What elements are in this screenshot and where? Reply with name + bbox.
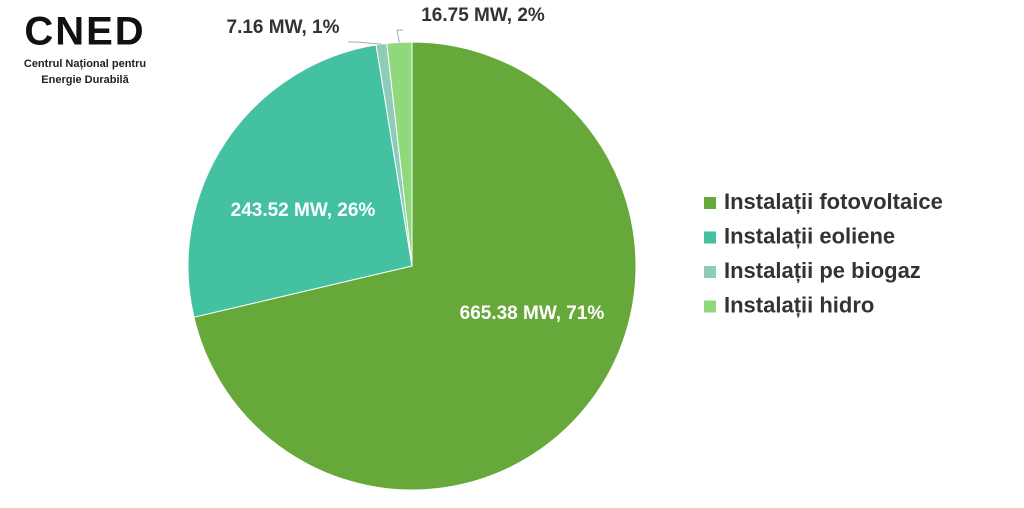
legend-swatch <box>704 266 716 278</box>
legend-swatch <box>704 300 716 313</box>
legend-swatch <box>704 197 716 209</box>
data-label: 665.38 MW, 71% <box>460 303 605 324</box>
logo-line: Energie Durabilă <box>41 74 129 86</box>
pie-slice <box>193 41 637 491</box>
logo: CNED Centrul Național pentru Energie Dur… <box>24 10 146 86</box>
data-label: 7.16 MW, 1% <box>227 17 340 38</box>
leader-line <box>396 29 403 43</box>
logo-mark: CNED <box>24 10 145 54</box>
data-label: 16.75 MW, 2% <box>421 5 545 26</box>
legend-swatch <box>704 231 716 244</box>
leader-line <box>348 41 382 45</box>
legend-label: Instalații pe biogaz <box>724 258 921 283</box>
legend-label: Instalații eoliene <box>724 223 895 248</box>
data-label: 243.52 MW, 26% <box>231 200 376 221</box>
pie-slice <box>187 44 413 318</box>
pie-slice <box>386 41 413 267</box>
legend-label: Instalații fotovoltaice <box>724 189 943 214</box>
logo-line: Centrul Național pentru <box>24 58 146 70</box>
legend-label: Instalații hidro <box>724 292 874 317</box>
